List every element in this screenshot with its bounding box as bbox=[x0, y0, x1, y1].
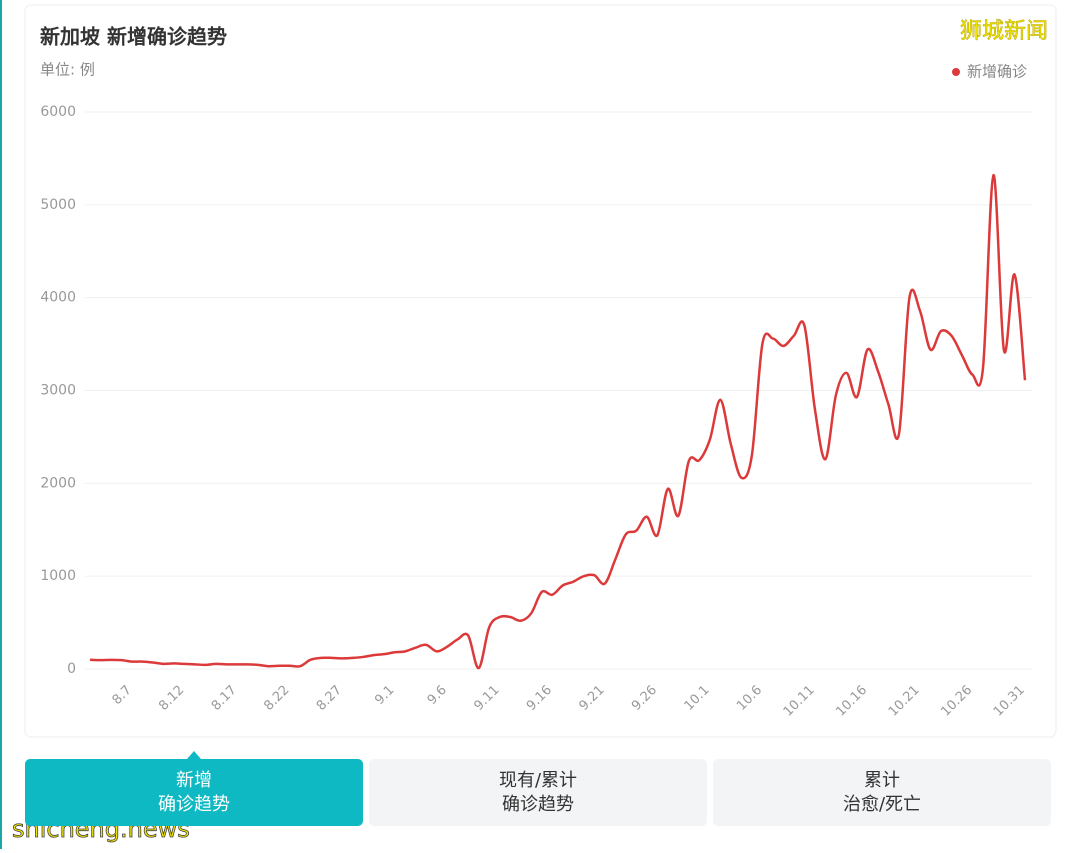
tab-label: 累计 bbox=[864, 770, 900, 791]
y-tick-label: 6000 bbox=[40, 104, 76, 120]
tab[interactable]: 新增确诊趋势 bbox=[25, 751, 363, 826]
chart-subtitle: 单位: 例 bbox=[40, 61, 95, 79]
tab-label: 确诊趋势 bbox=[502, 794, 574, 815]
y-tick-label: 2000 bbox=[40, 475, 76, 491]
y-tick-label: 4000 bbox=[40, 290, 76, 306]
y-tick-label: 3000 bbox=[40, 383, 76, 399]
tab-label: 确诊趋势 bbox=[158, 794, 230, 815]
tab-background bbox=[369, 759, 707, 826]
data-line bbox=[89, 173, 1027, 670]
tab-label: 治愈/死亡 bbox=[843, 794, 921, 815]
y-tick-label: 0 bbox=[67, 661, 76, 677]
legend-label: 新增确诊 bbox=[967, 63, 1027, 81]
chart-title: 新加坡 新增确诊趋势 bbox=[40, 25, 227, 49]
y-tick-label: 1000 bbox=[40, 568, 76, 584]
tab-label: 新增 bbox=[176, 770, 212, 791]
tab-pointer bbox=[187, 751, 201, 759]
tab-label: 现有/累计 bbox=[499, 770, 577, 791]
y-tick-label: 5000 bbox=[40, 197, 76, 213]
tab-background bbox=[713, 759, 1051, 826]
legend-marker bbox=[952, 68, 960, 76]
edge bbox=[0, 0, 2, 849]
watermark: 狮城新闻 bbox=[960, 19, 1048, 44]
card bbox=[24, 4, 1057, 738]
tab-background bbox=[25, 759, 363, 826]
